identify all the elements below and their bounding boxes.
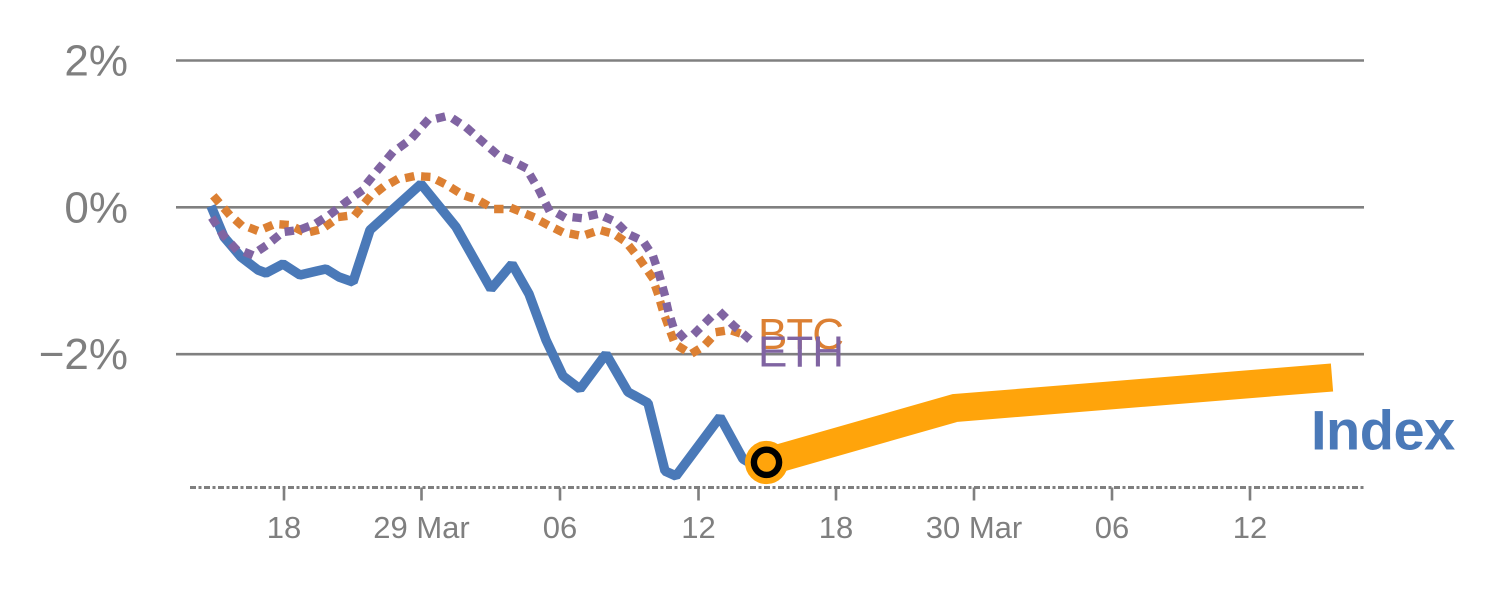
- svg-text:ETH: ETH: [758, 328, 843, 377]
- svg-text:Index: Index: [1311, 399, 1455, 462]
- svg-text:12: 12: [681, 510, 715, 545]
- svg-text:12: 12: [1233, 510, 1267, 545]
- svg-text:BTC: BTC: [758, 310, 843, 359]
- svg-text:06: 06: [1095, 510, 1129, 545]
- svg-text:0%: 0%: [64, 183, 128, 232]
- svg-text:2%: 2%: [64, 37, 128, 86]
- svg-text:29 Mar: 29 Mar: [373, 510, 469, 545]
- svg-text:−2%: −2%: [39, 330, 128, 379]
- svg-text:18: 18: [819, 510, 853, 545]
- svg-text:18: 18: [267, 510, 301, 545]
- svg-text:30 Mar: 30 Mar: [926, 510, 1022, 545]
- svg-text:06: 06: [543, 510, 577, 545]
